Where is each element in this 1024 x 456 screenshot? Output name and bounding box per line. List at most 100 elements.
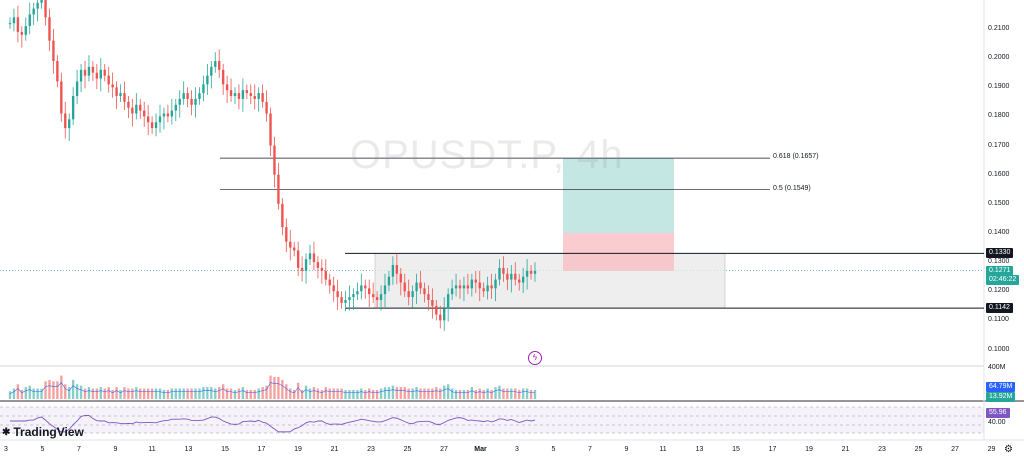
volume-bar — [415, 387, 418, 399]
volume-ma-tag: 64.79M — [986, 382, 1016, 392]
candle — [60, 81, 63, 114]
time-tick-label: 15 — [221, 446, 229, 453]
volume-bar — [182, 388, 185, 399]
time-tick-label: 7 — [588, 446, 592, 453]
volume-bar — [427, 388, 430, 399]
candle — [194, 98, 197, 105]
rsi-band — [0, 407, 984, 433]
price-tick-label: 0.1000 — [988, 345, 1010, 353]
volume-bar — [36, 388, 39, 399]
volume-bar — [32, 388, 35, 399]
volume-bar — [348, 389, 351, 399]
volume-bar — [474, 389, 477, 399]
candle — [391, 265, 395, 277]
volume-bar — [229, 388, 233, 399]
volume-bar — [20, 389, 24, 399]
volume-bar — [269, 375, 272, 399]
candle — [170, 110, 174, 117]
volume-bar — [277, 377, 280, 399]
price-tick-label: 0.2000 — [988, 54, 1010, 62]
volume-bar — [249, 389, 252, 399]
volume-bar — [312, 387, 316, 399]
candle — [446, 294, 450, 309]
candle — [146, 116, 150, 123]
volume-bar — [198, 388, 201, 399]
candle — [450, 288, 454, 295]
candle — [470, 279, 474, 289]
volume-bar — [482, 389, 485, 399]
volume-bar — [115, 387, 118, 399]
candle — [379, 294, 383, 301]
time-tick-label: 11 — [148, 446, 156, 453]
time-tick-label: 27 — [951, 446, 959, 453]
candle — [383, 285, 387, 295]
candle — [498, 267, 501, 280]
candle — [210, 66, 213, 76]
time-tick-label: 11 — [659, 446, 667, 453]
rsi-line — [10, 415, 536, 433]
candle — [419, 282, 422, 289]
volume-bar — [87, 387, 91, 399]
candle — [83, 69, 87, 76]
candle — [502, 267, 505, 274]
candle — [245, 90, 249, 94]
volume-bar — [131, 388, 134, 399]
candle — [344, 300, 347, 303]
volume-bar — [40, 388, 43, 399]
volume-bar — [320, 389, 324, 399]
candle — [462, 285, 466, 289]
candle — [135, 104, 138, 114]
volume-bar — [364, 389, 367, 399]
price-tag: 0.1271 — [986, 265, 1014, 276]
candle — [348, 297, 351, 301]
candle — [403, 282, 406, 292]
volume-bar — [498, 385, 501, 399]
candle — [289, 241, 292, 248]
candle — [139, 104, 142, 111]
volume-tag: 13.92M — [986, 392, 1016, 402]
volume-bar — [308, 388, 312, 399]
volume-bar — [253, 389, 256, 399]
volume-bar — [454, 389, 458, 399]
candle — [166, 113, 170, 117]
candle — [387, 276, 391, 286]
gear-icon[interactable]: ⚙ — [1004, 444, 1013, 455]
candle — [225, 84, 229, 91]
volume-bar — [411, 388, 414, 399]
tradingview-logo-text: TradingView — [13, 425, 84, 439]
volume-bar — [407, 388, 410, 399]
candle — [423, 288, 426, 295]
volume-bar — [16, 384, 20, 399]
time-tick-label: Mar — [474, 446, 487, 453]
volume-bar — [162, 389, 166, 399]
stop-zone — [563, 232, 674, 271]
candle — [368, 288, 371, 295]
candle — [107, 75, 110, 85]
candle — [514, 273, 517, 280]
volume-bar — [387, 387, 391, 399]
candle — [435, 305, 438, 315]
volume-bar — [170, 388, 174, 399]
candle — [87, 66, 91, 76]
candle — [8, 23, 12, 25]
volume-bar — [174, 388, 177, 399]
volume-bar — [44, 381, 47, 399]
lightning-icon[interactable]: ϟ — [528, 351, 542, 365]
volume-bar — [494, 387, 497, 399]
volume-bar — [178, 388, 181, 399]
candle — [178, 98, 181, 105]
volume-bar — [431, 388, 434, 399]
rsi-level-label: 40.00 — [988, 419, 1006, 426]
time-tick-label: 5 — [551, 446, 556, 453]
price-axis[interactable]: 0.2100 0.2000 0.1900 0.1800 0.1700 0.1600 0.15… — [984, 0, 1024, 456]
volume-bar — [296, 382, 300, 399]
time-tick-label: 19 — [294, 446, 302, 453]
tradingview-logo[interactable]: ✱ TradingView — [2, 425, 84, 439]
candle — [12, 17, 16, 24]
candle — [198, 93, 201, 99]
candle — [20, 31, 24, 35]
candle — [150, 122, 154, 129]
candle — [529, 270, 533, 274]
volume-bar — [143, 388, 146, 399]
